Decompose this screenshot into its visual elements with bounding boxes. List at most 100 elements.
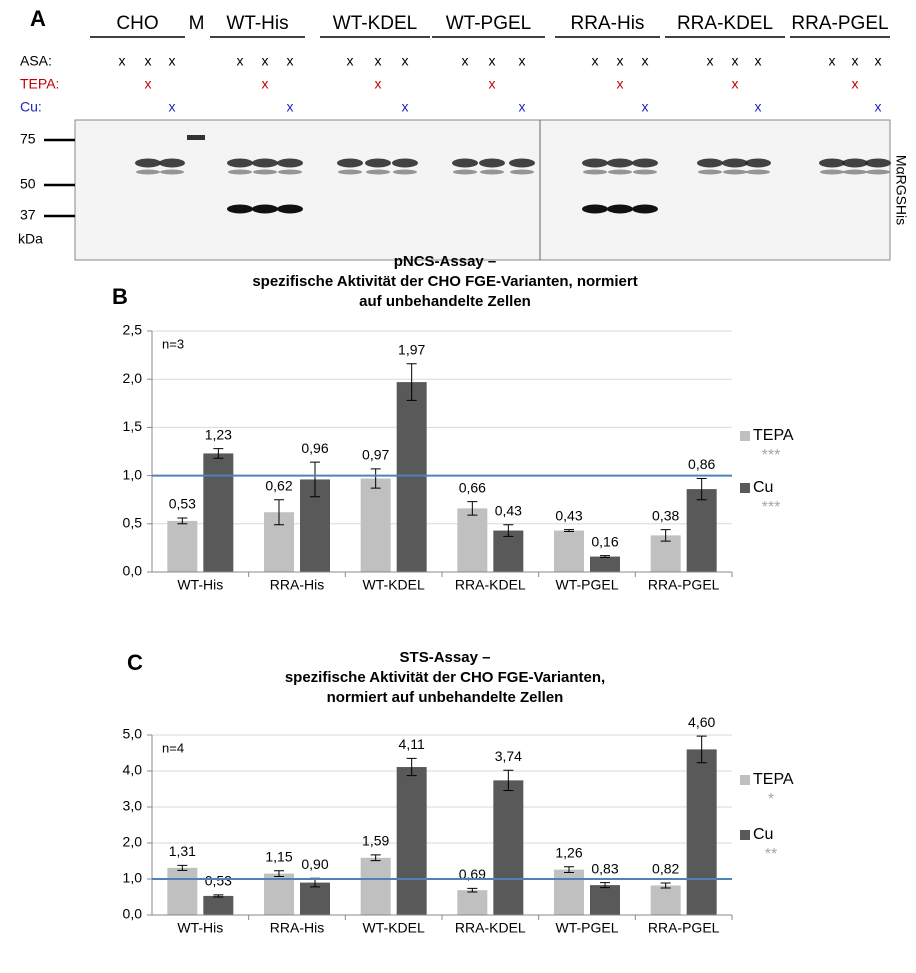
- treatment-mark: x: [642, 99, 649, 115]
- blot-band: [252, 159, 278, 168]
- lane-group-label: WT-KDEL: [333, 13, 417, 34]
- treatment-mark: x: [519, 53, 526, 69]
- x-tick-label: WT-His: [177, 577, 223, 593]
- treatment-mark: x: [642, 53, 649, 69]
- blot-band: [745, 159, 771, 168]
- value-label: 1,26: [555, 844, 582, 860]
- treatment-mark: x: [402, 99, 409, 115]
- blot-band: [277, 159, 303, 168]
- treatment-mark: x: [145, 76, 152, 92]
- marker-unit: kDa: [18, 231, 43, 247]
- value-label: 0,43: [495, 502, 522, 518]
- significance-label: ***: [762, 499, 781, 516]
- row-label: ASA:: [20, 53, 52, 69]
- blot-band: [338, 170, 362, 175]
- treatment-mark: x: [732, 76, 739, 92]
- treatment-mark: x: [489, 53, 496, 69]
- blot-band: [227, 205, 253, 214]
- value-label: 0,97: [362, 447, 389, 463]
- blot-band: [278, 170, 302, 175]
- blot-band: [820, 170, 844, 175]
- blot-band: [159, 159, 185, 168]
- value-label: 0,62: [265, 477, 292, 493]
- blot-band: [253, 170, 277, 175]
- value-label: 4,60: [688, 714, 715, 730]
- bar: [651, 885, 681, 915]
- blot-band: [722, 159, 748, 168]
- blot-band: [633, 170, 657, 175]
- y-tick-label: 3,0: [123, 798, 143, 814]
- blot-band: [160, 170, 184, 175]
- blot-band: [723, 170, 747, 175]
- bar: [361, 478, 391, 572]
- blot-band: [337, 159, 363, 168]
- treatment-mark: x: [119, 53, 126, 69]
- row-label: Cu:: [20, 99, 42, 115]
- significance-label: ***: [762, 447, 781, 464]
- page: { "blot": { "panel": "A", "groups": ["CH…: [0, 0, 916, 968]
- treatment-mark: x: [347, 53, 354, 69]
- chart-title: STS-Assay –: [400, 649, 491, 666]
- blot-band: [480, 170, 504, 175]
- value-label: 0,82: [652, 861, 679, 877]
- treatment-mark: x: [145, 53, 152, 69]
- bar: [397, 767, 427, 915]
- blot-band: [452, 159, 478, 168]
- bar: [457, 890, 487, 915]
- treatment-mark: x: [519, 99, 526, 115]
- blot-band: [866, 170, 890, 175]
- blot-band: [510, 170, 534, 175]
- value-label: 3,74: [495, 748, 522, 764]
- legend-swatch: [740, 483, 750, 493]
- legend-swatch: [740, 431, 750, 441]
- figure: A CHOMWT-HisWT-KDELWT-PGELRRA-HisRRA-KDE…: [0, 0, 916, 968]
- lane-group-label: WT-PGEL: [446, 13, 532, 34]
- treatment-mark: x: [732, 53, 739, 69]
- value-label: 0,96: [301, 440, 328, 456]
- antibody-label: MαRGSHis: [893, 155, 909, 225]
- lane-group-label: M: [189, 13, 205, 34]
- blot-band: [365, 159, 391, 168]
- y-tick-label: 1,5: [123, 418, 143, 434]
- x-tick-label: WT-KDEL: [363, 920, 425, 936]
- blot-band: [698, 170, 722, 175]
- legend-swatch: [740, 830, 750, 840]
- y-tick-label: 4,0: [123, 762, 143, 778]
- treatment-mark: x: [169, 53, 176, 69]
- y-tick-label: 5,0: [123, 726, 143, 742]
- treatment-mark: x: [852, 76, 859, 92]
- legend-label: Cu: [753, 479, 773, 496]
- blot-band: [582, 159, 608, 168]
- value-label: 1,23: [205, 426, 232, 442]
- x-tick-label: RRA-His: [270, 920, 324, 936]
- blot-band: [453, 170, 477, 175]
- value-label: 0,53: [169, 496, 196, 512]
- value-label: 0,86: [688, 456, 715, 472]
- treatment-mark: x: [755, 99, 762, 115]
- annotation: n=3: [162, 336, 184, 351]
- treatment-mark: x: [617, 76, 624, 92]
- treatment-mark: x: [462, 53, 469, 69]
- value-label: 0,83: [591, 860, 618, 876]
- annotation: n=4: [162, 740, 184, 755]
- bar: [493, 780, 523, 915]
- blot-band: [228, 170, 252, 175]
- value-label: 0,53: [205, 873, 232, 889]
- x-tick-label: RRA-His: [270, 577, 324, 593]
- treatment-mark: x: [592, 53, 599, 69]
- value-label: 1,59: [362, 833, 389, 849]
- bar: [167, 868, 197, 915]
- value-label: 1,97: [398, 341, 425, 357]
- x-tick-label: RRA-KDEL: [455, 920, 526, 936]
- y-tick-label: 2,0: [123, 834, 143, 850]
- bar: [300, 883, 330, 915]
- treatment-mark: x: [402, 53, 409, 69]
- bar: [397, 382, 427, 572]
- chart-title: spezifische Aktivität der CHO FGE-Varian…: [285, 669, 605, 686]
- treatment-mark: x: [755, 53, 762, 69]
- chart-title: pNCS-Assay –: [394, 253, 497, 270]
- x-tick-label: RRA-KDEL: [455, 577, 526, 593]
- bar: [203, 453, 233, 572]
- bar: [554, 870, 584, 915]
- panel-letter: C: [127, 650, 143, 675]
